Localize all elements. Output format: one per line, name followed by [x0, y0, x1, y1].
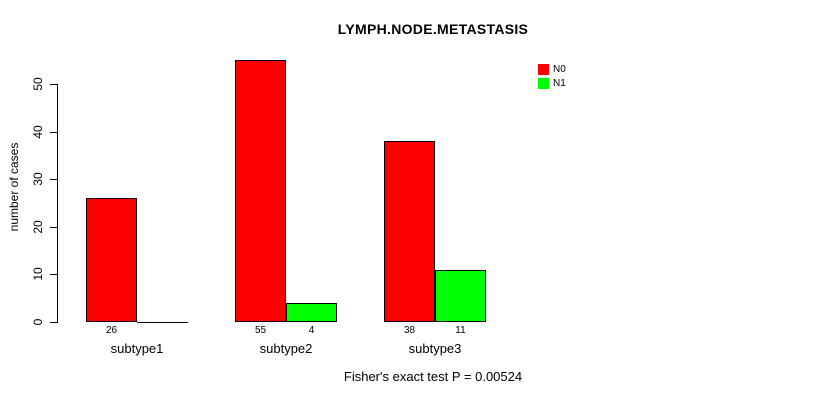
legend-swatch-n1 — [538, 78, 549, 89]
bar-n0-subtype3 — [384, 141, 435, 322]
bar-n0-subtype1 — [86, 198, 137, 322]
category-label-subtype2: subtype2 — [259, 341, 313, 356]
bar-value-label: 38 — [403, 325, 416, 336]
y-tick — [50, 322, 57, 323]
legend-item-n1: N1 — [538, 78, 566, 89]
y-tick-label: 30 — [31, 172, 45, 186]
y-tick-label: 40 — [31, 125, 45, 139]
y-tick — [50, 274, 57, 275]
fisher-test-note: Fisher's exact test P = 0.00524 — [343, 369, 523, 384]
category-label-subtype3: subtype3 — [408, 341, 462, 356]
bar-n1-subtype2 — [286, 303, 337, 322]
bar-value-label: 11 — [455, 325, 466, 336]
y-tick-label: 50 — [31, 77, 45, 91]
legend-label-n0: N0 — [553, 64, 566, 75]
bar-value-label: 4 — [308, 325, 315, 336]
bar-value-label: 26 — [105, 325, 118, 336]
y-axis-line — [57, 84, 58, 323]
legend-item-n0: N0 — [538, 64, 566, 75]
y-tick — [50, 84, 57, 85]
legend-label-n1: N1 — [553, 78, 566, 89]
y-tick — [50, 227, 57, 228]
y-tick-label: 20 — [31, 220, 45, 234]
y-tick-label: 10 — [31, 267, 45, 281]
chart-title: LYMPH.NODE.METASTASIS — [337, 21, 529, 37]
bar-value-label: 55 — [254, 325, 267, 336]
y-tick — [50, 179, 57, 180]
y-axis-title: number of cases — [7, 142, 21, 232]
bar-n0-subtype2 — [235, 60, 286, 322]
bar-n1-subtype1-zero — [137, 322, 188, 323]
legend-swatch-n0 — [538, 64, 549, 75]
y-tick — [50, 132, 57, 133]
legend: N0 N1 — [538, 64, 566, 92]
bar-n1-subtype3 — [435, 270, 486, 322]
category-label-subtype1: subtype1 — [110, 341, 164, 356]
y-tick-label: 0 — [31, 318, 45, 326]
